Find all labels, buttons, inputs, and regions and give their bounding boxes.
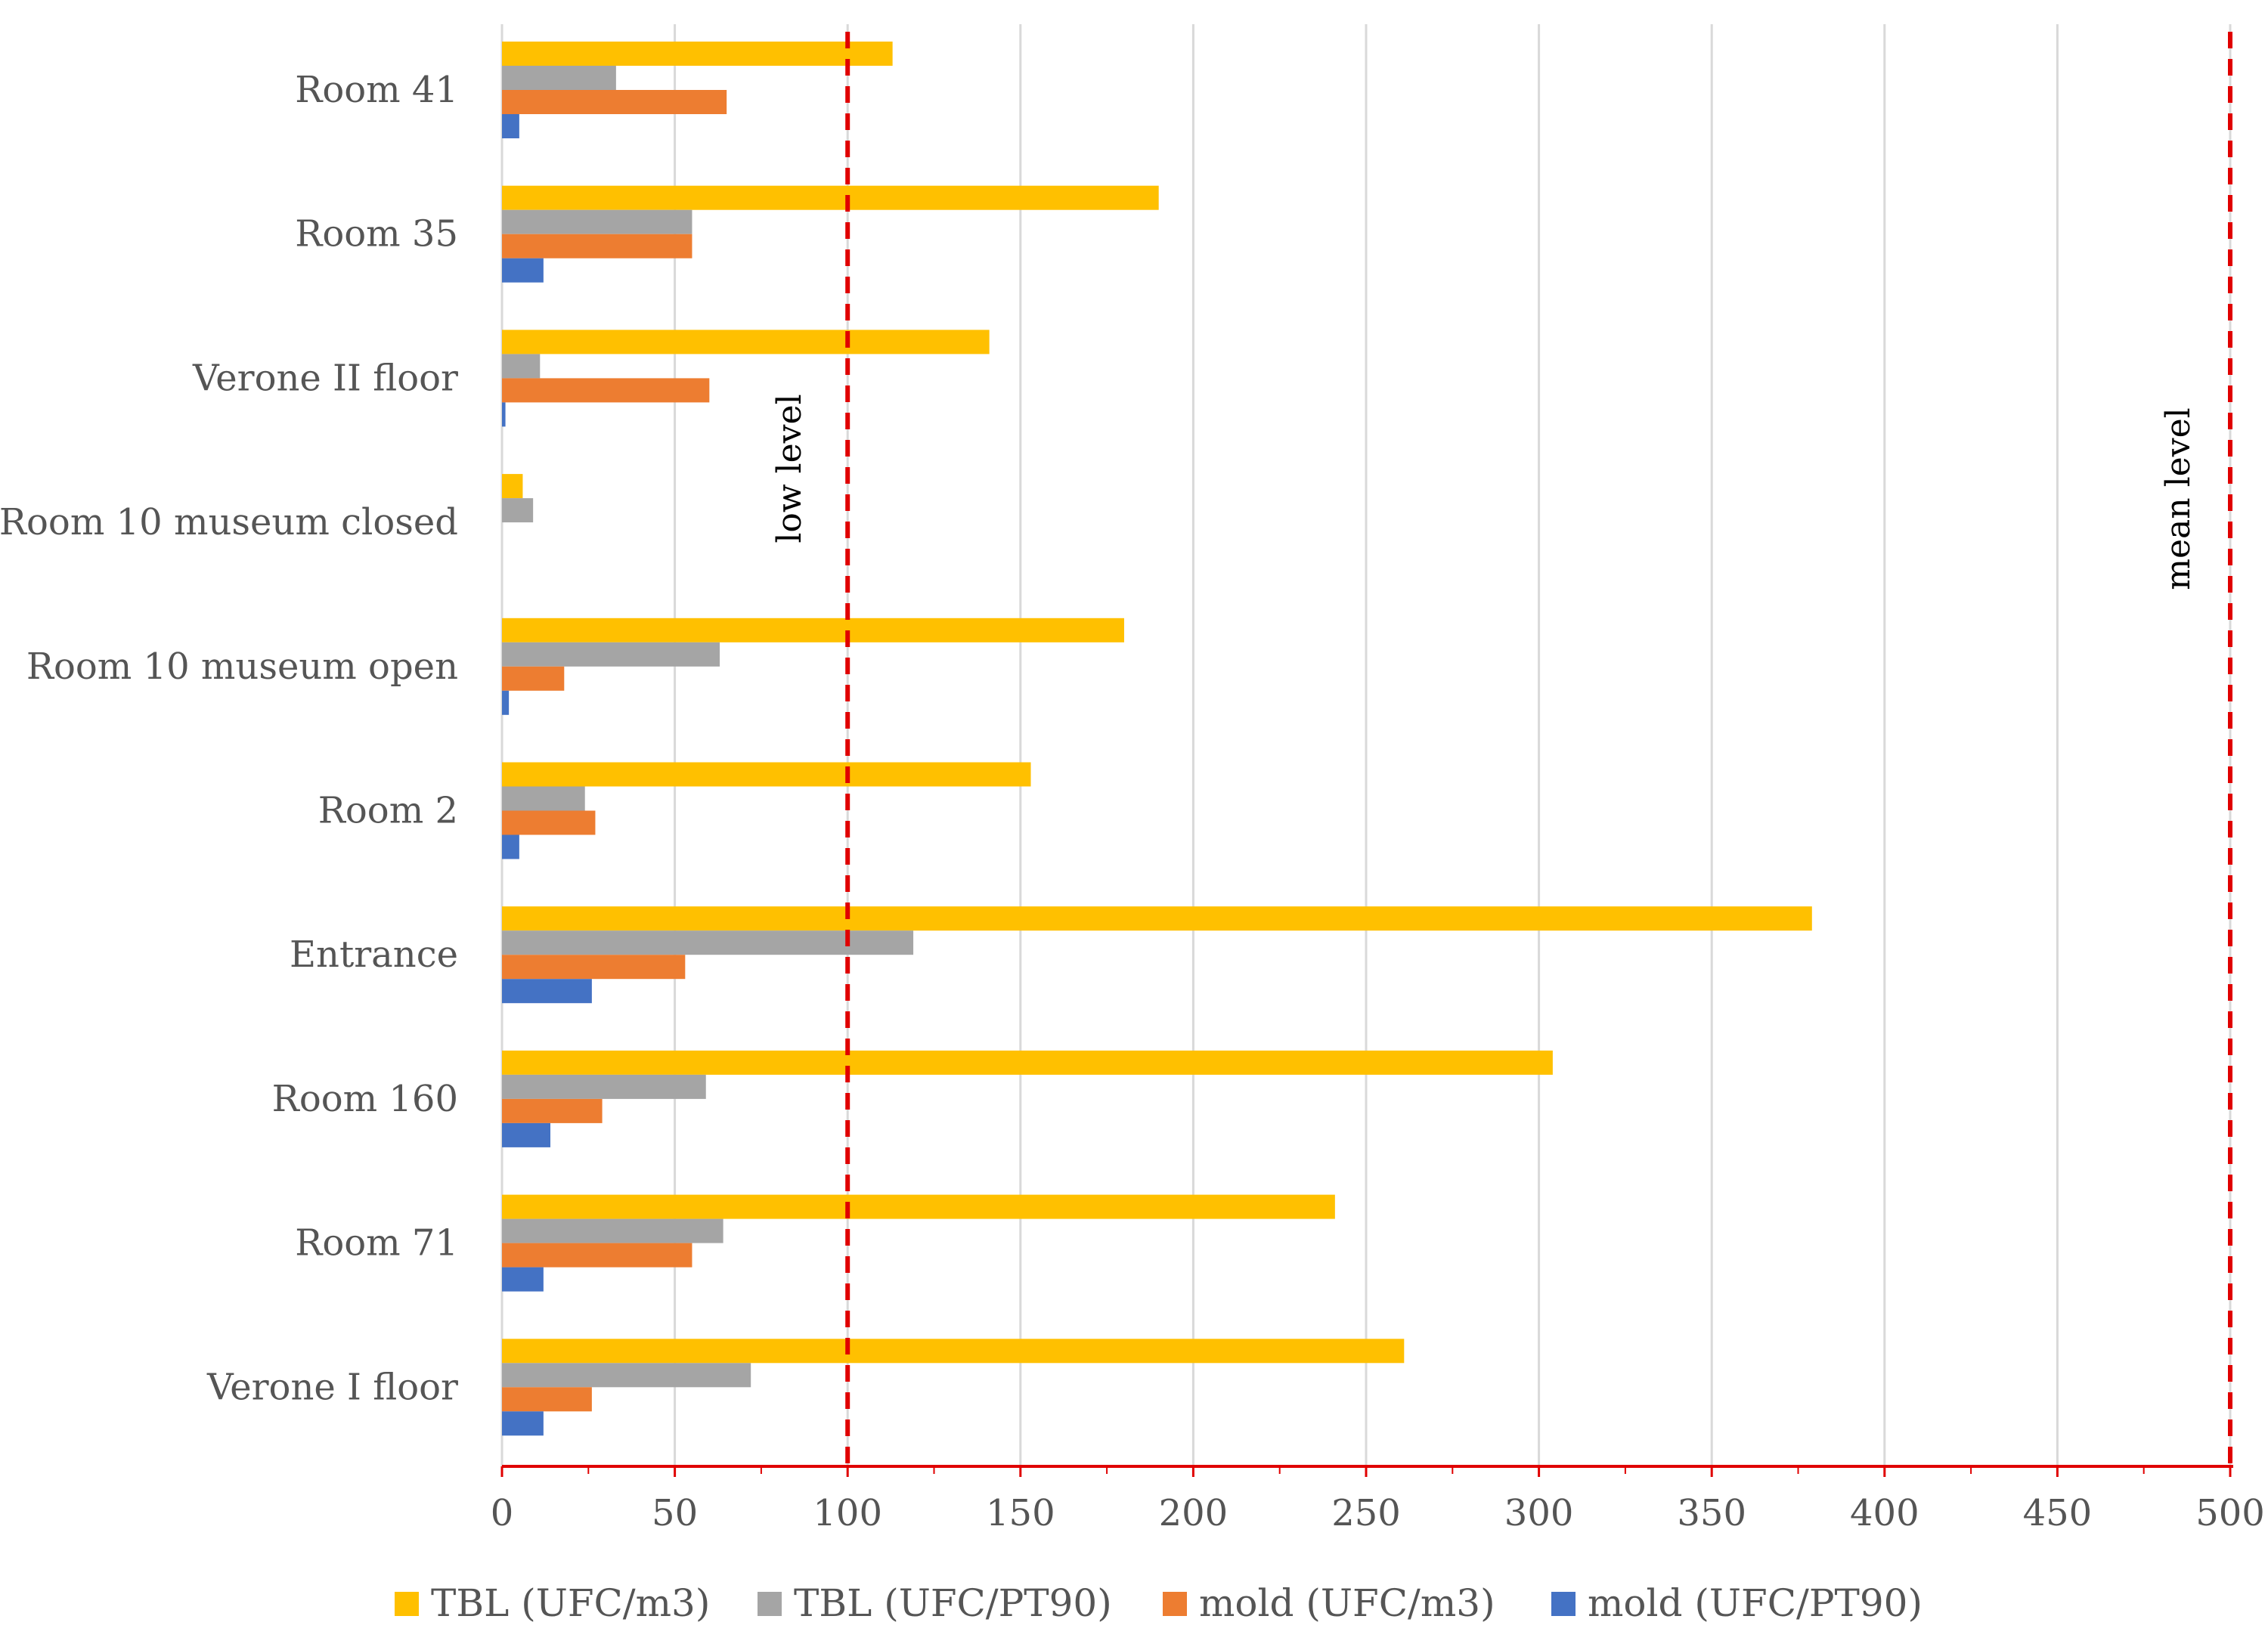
bar (502, 1098, 603, 1123)
bar (502, 690, 510, 715)
gridlines (500, 24, 2232, 1466)
legend-swatch (1551, 1592, 1576, 1616)
bar (502, 1387, 592, 1412)
bar (502, 42, 893, 66)
x-tick-label: 400 (1850, 1492, 1919, 1534)
bar (502, 330, 990, 354)
bar (502, 234, 692, 259)
category-label: Room 2 (318, 790, 458, 832)
reference-line-label: low level (770, 394, 809, 543)
category-label: Verone I floor (206, 1366, 458, 1408)
bar (502, 930, 914, 955)
legend-swatch (395, 1592, 419, 1616)
bar (502, 642, 720, 667)
category-label: Room 10 museum open (26, 645, 458, 688)
category-label: Room 10 museum closed (0, 501, 458, 543)
legend-label: TBL (UFC/PT90) (794, 1581, 1112, 1625)
bar (502, 666, 565, 691)
bar (502, 258, 544, 283)
bar (502, 354, 541, 379)
legend-label: mold (UFC/PT90) (1588, 1581, 1923, 1625)
bar (502, 66, 616, 90)
legend-swatch (1163, 1592, 1187, 1616)
bar (502, 1194, 1335, 1219)
category-label: Entrance (290, 933, 458, 976)
bar (502, 474, 523, 499)
bar (502, 209, 692, 234)
category-labels: Room 41 Room 35 Verone II floor Room 10 mus… (0, 69, 458, 1408)
reference-lines: low level mean level (770, 32, 2232, 1466)
bar (502, 955, 686, 980)
bar (502, 906, 1812, 931)
bar (502, 90, 727, 114)
bar (502, 618, 1124, 642)
bar (502, 1411, 544, 1436)
bars (502, 42, 1812, 1436)
bar (502, 786, 585, 811)
reference-line-label: mean level (2159, 407, 2198, 590)
x-tick-label: 250 (1331, 1492, 1401, 1534)
legend-swatch (758, 1592, 782, 1616)
bar (502, 834, 519, 859)
bar (502, 979, 592, 1004)
legend-label: TBL (UFC/m3) (431, 1581, 710, 1625)
bar (502, 1050, 1553, 1075)
legend-label: mold (UFC/m3) (1199, 1581, 1495, 1625)
x-tick-label: 0 (491, 1492, 514, 1534)
bar (502, 498, 534, 523)
bar (502, 1339, 1405, 1364)
bar (502, 114, 519, 138)
category-label: Room 71 (295, 1222, 458, 1265)
x-tick-label: 450 (2023, 1492, 2093, 1534)
bar (502, 378, 710, 403)
bar (502, 1363, 751, 1388)
bar (502, 402, 506, 427)
bar (502, 1243, 692, 1268)
bar (502, 1122, 551, 1147)
x-tick-label: 100 (813, 1492, 882, 1534)
x-axis: 0 50 100 150 200 250 300 350 400 450 500 (491, 1465, 2265, 1534)
bar (502, 1267, 544, 1292)
category-label: Room 35 (295, 213, 458, 255)
x-tick-label: 50 (652, 1492, 698, 1534)
bar (502, 762, 1031, 787)
category-label: Verone II floor (192, 357, 458, 399)
bar (502, 1074, 706, 1099)
x-tick-label: 300 (1504, 1492, 1574, 1534)
category-label: Room 41 (295, 69, 458, 111)
x-tick-label: 350 (1677, 1492, 1746, 1534)
bar (502, 1218, 723, 1243)
category-label: Room 160 (272, 1078, 458, 1120)
x-tick-label: 200 (1159, 1492, 1228, 1534)
bar (502, 810, 596, 835)
x-tick-label: 500 (2195, 1492, 2265, 1534)
bar (502, 185, 1159, 210)
x-tick-label: 150 (986, 1492, 1055, 1534)
legend: TBL (UFC/m3) TBL (UFC/PT90) mold (UFC/m3) m… (395, 1581, 1923, 1625)
